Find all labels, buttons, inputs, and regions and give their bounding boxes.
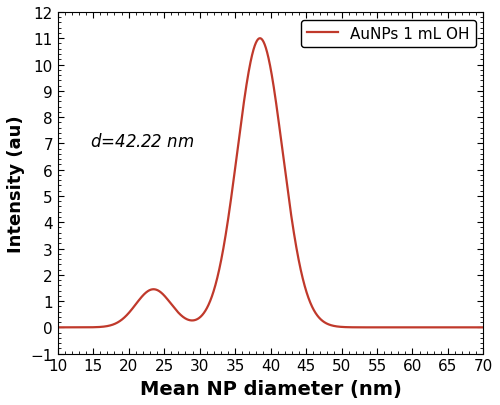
Text: $d$=42.22 nm: $d$=42.22 nm [90,133,194,151]
Legend: AuNPs 1 mL OH: AuNPs 1 mL OH [302,21,476,48]
X-axis label: Mean NP diameter (nm): Mean NP diameter (nm) [140,379,402,398]
Y-axis label: Intensity (au): Intensity (au) [7,115,25,252]
